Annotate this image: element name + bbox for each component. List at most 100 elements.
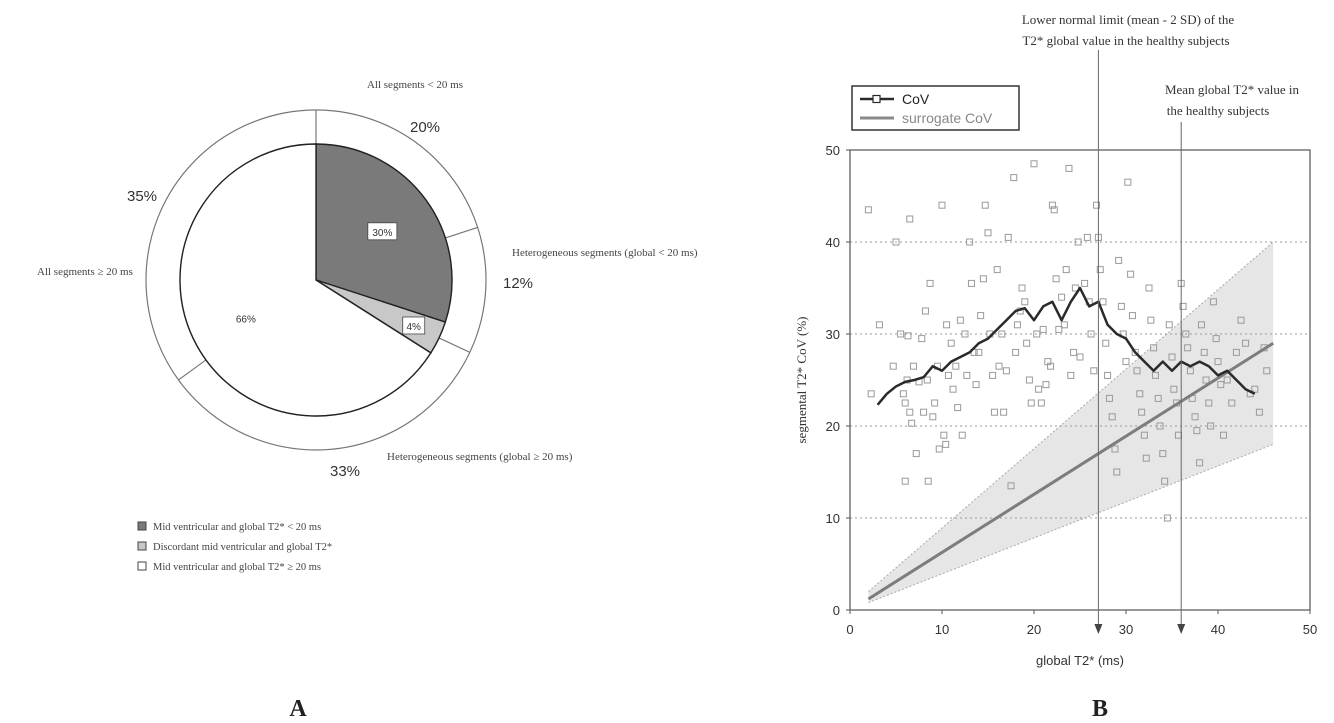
segment-point	[1062, 266, 1070, 274]
segment-point	[864, 206, 872, 214]
segment-point	[954, 404, 962, 412]
segment-point	[943, 321, 951, 329]
x-tick-label: 40	[1211, 622, 1225, 637]
segment-point	[1030, 160, 1038, 168]
y-tick-label: 50	[826, 143, 840, 158]
pie-value-label: 4%	[406, 322, 421, 333]
segment-point	[1065, 164, 1073, 172]
segment-point	[1113, 468, 1121, 476]
segment-point	[1168, 353, 1176, 361]
segment-point	[1161, 477, 1169, 485]
annotation-mean-line1: Mean global T2* value in	[1165, 82, 1300, 97]
x-tick-label: 0	[846, 622, 853, 637]
segment-point	[931, 399, 939, 407]
segment-point	[1214, 358, 1222, 366]
segment-point	[1087, 330, 1095, 338]
pie-slice	[179, 143, 432, 417]
segment-point	[1184, 344, 1192, 352]
segment-point	[1138, 408, 1146, 416]
segment-point	[1142, 454, 1150, 462]
segment-point	[1076, 353, 1084, 361]
segment-point	[975, 348, 983, 356]
y-axis-label: segmental T2* CoV (%)	[794, 317, 809, 444]
segment-point	[949, 385, 957, 393]
segment-point	[1007, 482, 1015, 490]
segment-point	[1102, 339, 1110, 347]
ring-percent-35: 35%	[127, 188, 157, 205]
segment-point	[1131, 348, 1139, 356]
segment-point	[935, 445, 943, 453]
segment-point	[867, 390, 875, 398]
segment-point	[1150, 344, 1158, 352]
segment-point	[1182, 330, 1190, 338]
segment-point	[1013, 321, 1021, 329]
ring-percent-33: 33%	[330, 463, 360, 480]
segment-point	[1027, 399, 1035, 407]
segment-point	[1105, 394, 1113, 402]
segment-point	[929, 413, 937, 421]
segment-point	[1050, 206, 1058, 214]
segment-point	[1023, 339, 1031, 347]
plot-legend: CoV surrogate CoV	[851, 85, 1020, 131]
annotation-lower-limit-line2: T2* global value in the healthy subjects	[1022, 33, 1229, 48]
segment-point	[984, 229, 992, 237]
annotation-lower-limit-line1: Lower normal limit (mean - 2 SD) of the	[1022, 12, 1235, 27]
segment-point	[1055, 325, 1063, 333]
segment-point	[1197, 321, 1205, 329]
segment-point	[1220, 431, 1228, 439]
segment-point	[1021, 298, 1029, 306]
segment-point	[1133, 367, 1141, 375]
segment-point	[1033, 330, 1041, 338]
segment-points	[864, 160, 1271, 522]
segment-point	[1251, 385, 1259, 393]
plot-legend-box	[851, 85, 1020, 131]
surrogate-cov-band	[868, 241, 1274, 604]
segment-point	[924, 477, 932, 485]
segment-point	[906, 408, 914, 416]
segment-point	[1145, 284, 1153, 292]
segment-point	[1070, 348, 1078, 356]
y-tick-label: 20	[826, 419, 840, 434]
x-tick-label: 50	[1303, 622, 1317, 637]
y-tick-label: 30	[826, 327, 840, 342]
segment-point	[1200, 348, 1208, 356]
segment-point	[1067, 371, 1075, 379]
surrogate-cov-line	[867, 341, 1275, 601]
legend-label: Mid ventricular and global T2* < 20 ms	[153, 522, 321, 533]
segment-point	[1037, 399, 1045, 407]
segment-point	[1196, 459, 1204, 467]
segment-point	[1096, 266, 1104, 274]
segment-point	[892, 238, 900, 246]
segment-point	[1223, 376, 1231, 384]
segment-point	[1047, 362, 1055, 370]
x-tick-label: 10	[935, 622, 949, 637]
segment-point	[899, 390, 907, 398]
segment-point	[1165, 321, 1173, 329]
legend-surrogate-label: surrogate CoV	[902, 110, 993, 126]
segment-point	[979, 275, 987, 283]
segment-point	[977, 312, 985, 320]
vertical-marker-arrowhead	[1177, 624, 1186, 634]
surrogate-band-upper-edge	[868, 241, 1274, 592]
segment-point	[1002, 367, 1010, 375]
segment-point	[1154, 394, 1162, 402]
segment-point	[1104, 371, 1112, 379]
segment-point	[1217, 381, 1225, 389]
segment-point	[1093, 201, 1101, 209]
segment-point	[1035, 385, 1043, 393]
legend-cov-label: CoV	[902, 91, 930, 107]
pie-value-label-box	[402, 316, 426, 335]
outer-ring-divider	[178, 359, 207, 381]
segment-point	[989, 371, 997, 379]
segment-point	[1237, 316, 1245, 324]
segment-point	[889, 362, 897, 370]
segment-point	[918, 335, 926, 343]
segment-point	[1124, 178, 1132, 186]
segment-point	[1212, 335, 1220, 343]
segment-point	[1000, 408, 1008, 416]
segment-point	[1207, 422, 1215, 430]
segment-point	[1191, 413, 1199, 421]
segment-point	[1159, 450, 1167, 458]
segment-point	[908, 419, 916, 427]
segment-point	[1099, 298, 1107, 306]
